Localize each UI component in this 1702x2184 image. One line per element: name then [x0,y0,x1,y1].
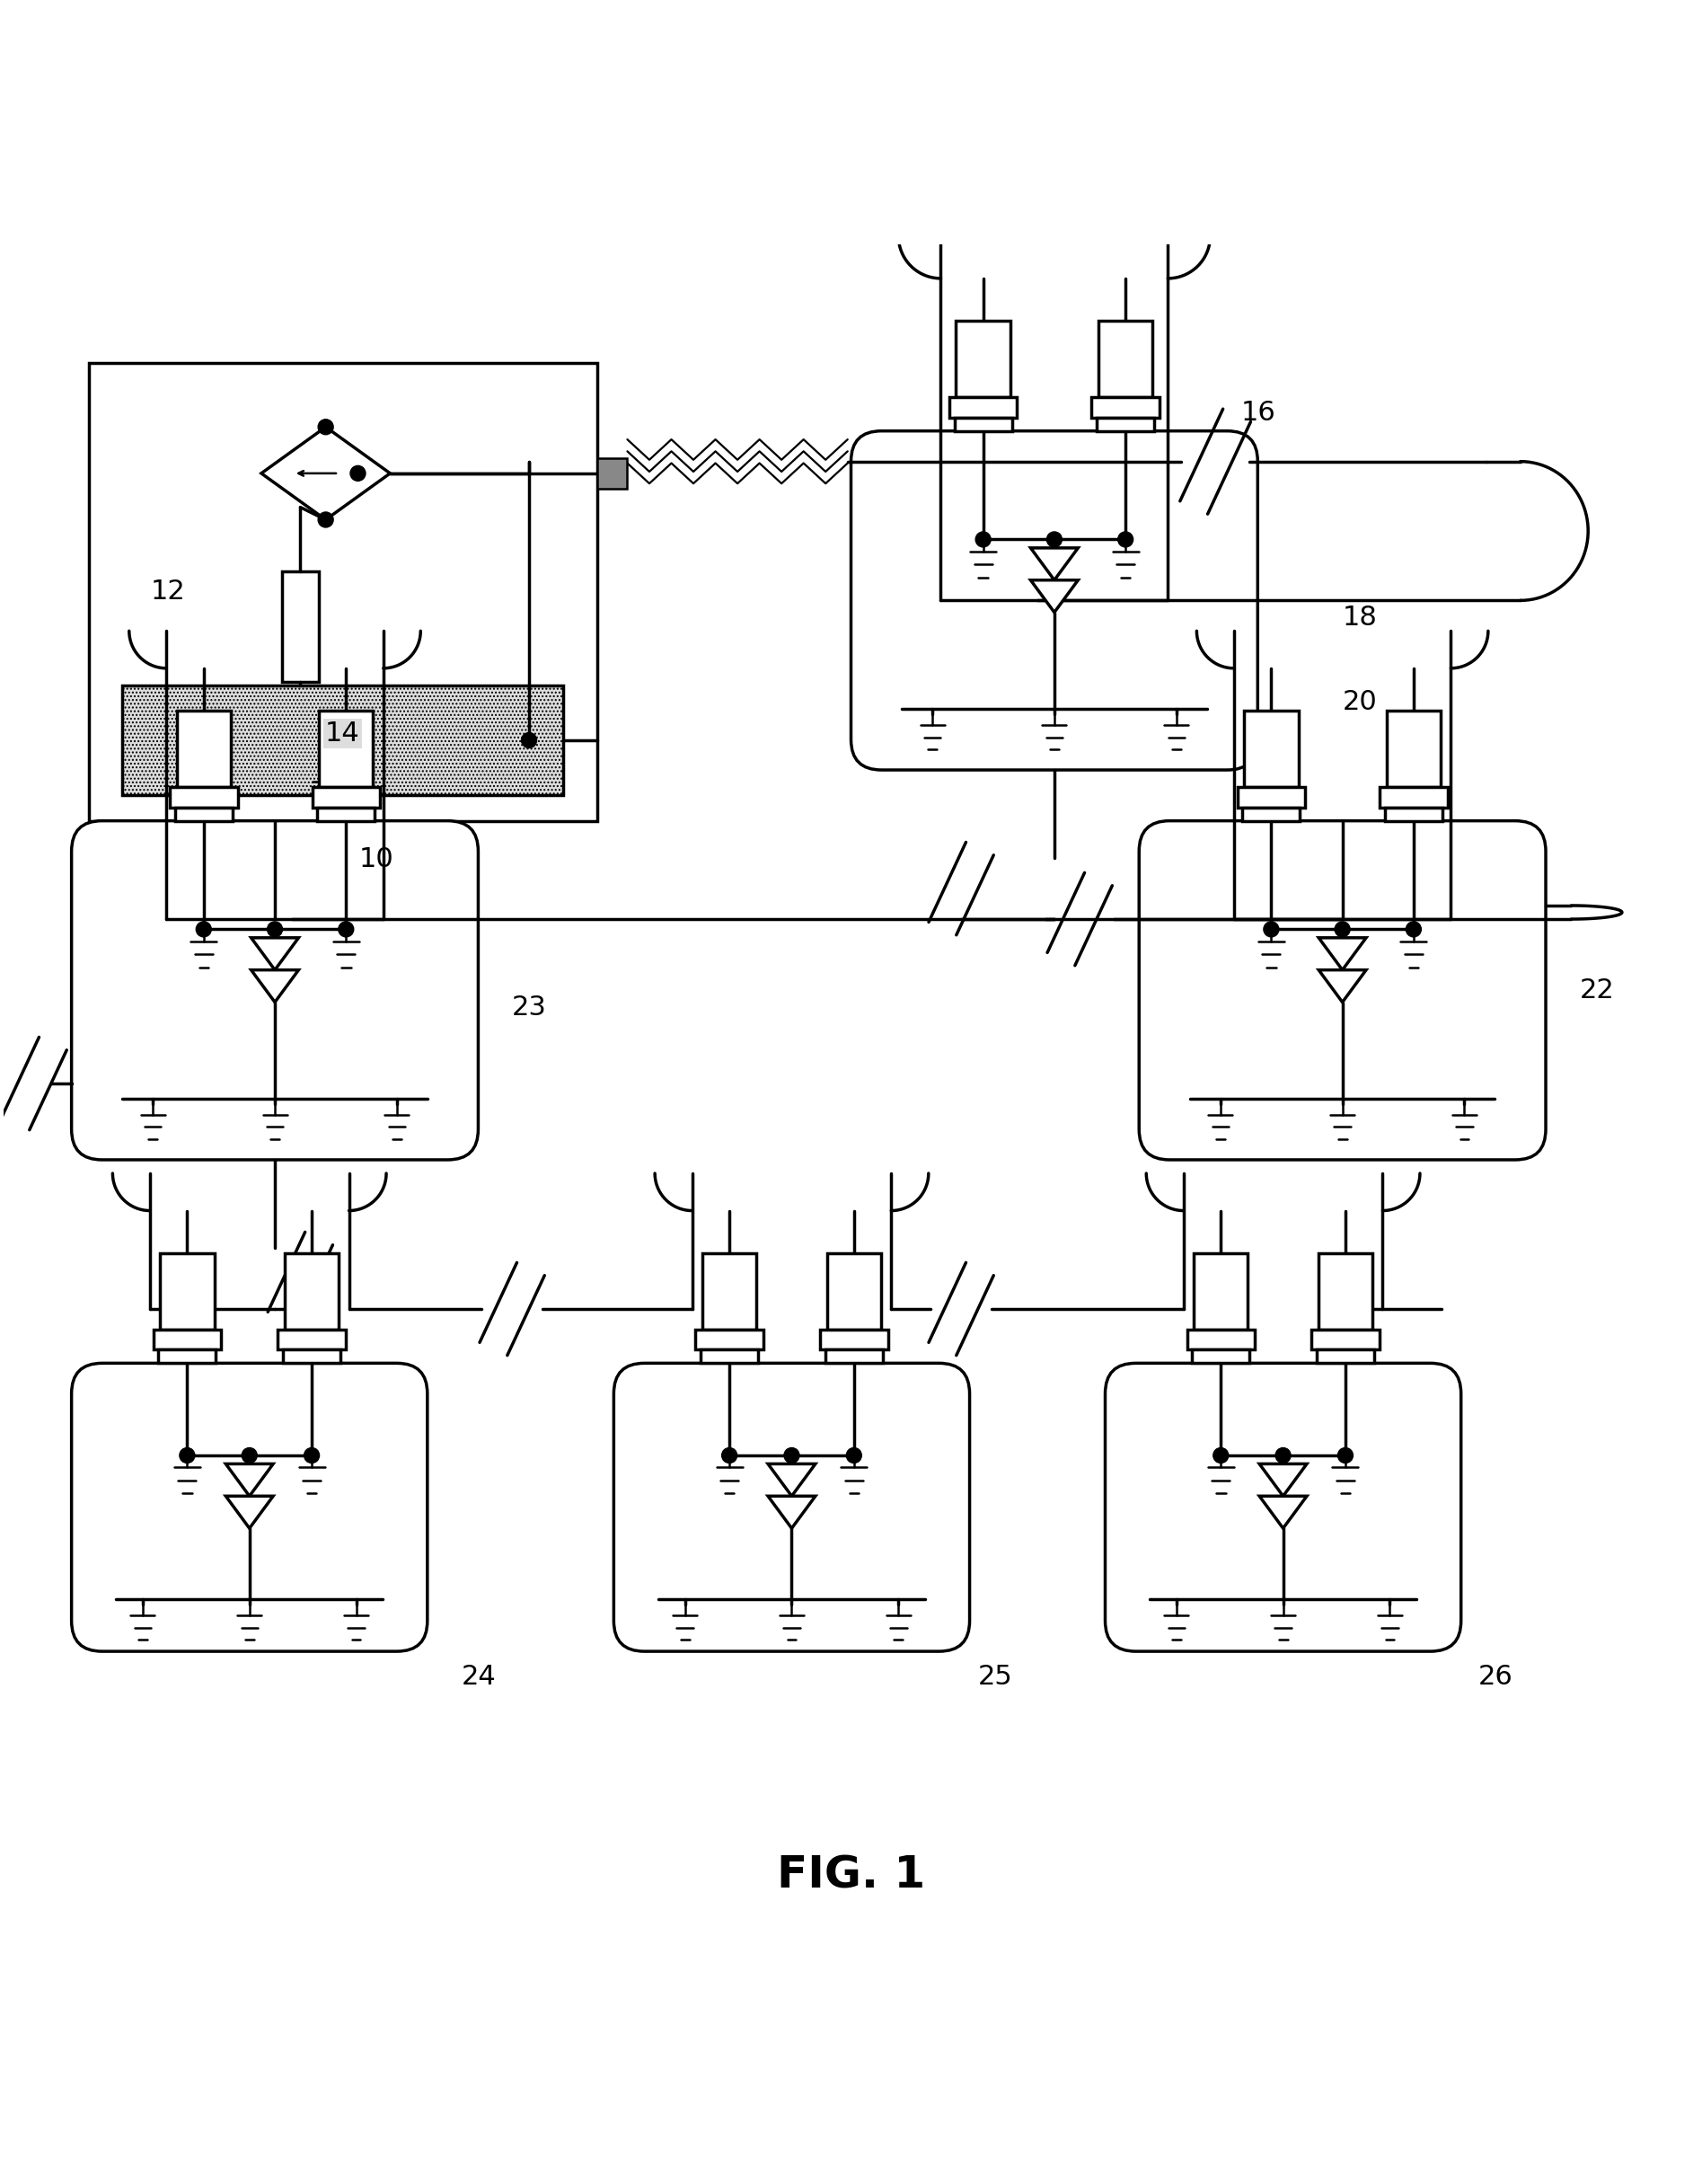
Bar [1312,1330,1379,1350]
Circle shape [785,1448,800,1463]
FancyBboxPatch shape [1105,1363,1460,1651]
Circle shape [1334,922,1350,937]
Polygon shape [768,1463,815,1496]
Circle shape [179,1448,194,1463]
Text: 14: 14 [325,721,361,747]
Bar [311,786,380,808]
Text: 23: 23 [512,994,546,1020]
Bar [318,710,373,786]
Polygon shape [1259,1496,1307,1529]
Bar [1319,1254,1372,1330]
Bar [284,1254,339,1330]
Polygon shape [1319,937,1367,970]
Bar [820,1330,888,1350]
Polygon shape [1031,548,1077,581]
Polygon shape [252,970,298,1002]
Polygon shape [226,1463,272,1496]
Circle shape [1275,1448,1290,1463]
Circle shape [242,1448,257,1463]
Bar [158,1350,216,1363]
Circle shape [1263,922,1278,937]
Bar [89,363,597,821]
Bar [177,710,231,786]
Polygon shape [252,937,298,970]
Bar [1244,710,1299,786]
Circle shape [351,465,366,480]
Circle shape [305,1448,320,1463]
Bar [1242,808,1300,821]
Polygon shape [1259,1463,1307,1496]
Circle shape [318,511,334,526]
FancyBboxPatch shape [71,821,478,1160]
Bar [1098,321,1152,397]
Polygon shape [768,1496,815,1529]
Text: 16: 16 [1241,400,1275,426]
Bar [825,1350,883,1363]
Bar [160,1254,214,1330]
Polygon shape [262,426,390,520]
Bar [1096,417,1154,430]
Bar [170,786,238,808]
Text: 24: 24 [461,1664,495,1690]
Bar [277,1330,346,1350]
Bar [1193,1254,1248,1330]
Bar [1191,1350,1249,1363]
Circle shape [975,533,991,546]
Bar [281,572,318,681]
Circle shape [318,419,334,435]
Text: 10: 10 [359,845,393,871]
Circle shape [196,922,211,937]
Text: 12: 12 [150,579,186,605]
Circle shape [339,922,354,937]
Bar [1380,786,1447,808]
Bar [950,397,1018,417]
Text: 25: 25 [979,1664,1013,1690]
Bar [153,1330,221,1350]
Bar [955,417,1013,430]
Text: 22: 22 [1579,976,1615,1002]
Bar [175,808,233,821]
Text: 20: 20 [1343,690,1377,714]
Polygon shape [226,1496,272,1529]
Bar [1186,1330,1254,1350]
Circle shape [1047,533,1062,546]
FancyBboxPatch shape [1139,821,1545,1160]
Bar [317,808,374,821]
Bar [701,1350,757,1363]
Text: 18: 18 [1343,605,1377,631]
Circle shape [267,922,283,937]
Bar [1091,397,1159,417]
Bar [696,1330,762,1350]
Bar [1385,808,1442,821]
Bar [123,686,563,795]
Polygon shape [1319,970,1367,1002]
Bar [1237,786,1305,808]
FancyBboxPatch shape [71,1363,427,1651]
Circle shape [1118,533,1134,546]
Circle shape [722,1448,737,1463]
Bar [827,1254,882,1330]
FancyBboxPatch shape [614,1363,970,1651]
FancyBboxPatch shape [851,430,1258,771]
Bar [597,459,628,489]
Circle shape [846,1448,861,1463]
Bar [957,321,1011,397]
Text: 26: 26 [1477,1664,1513,1690]
Bar [1387,710,1440,786]
Circle shape [521,732,536,747]
Bar [283,1350,340,1363]
Circle shape [1214,1448,1229,1463]
Polygon shape [1031,581,1077,612]
Bar [1317,1350,1374,1363]
Circle shape [1338,1448,1353,1463]
Text: FIG. 1: FIG. 1 [776,1854,926,1896]
Bar [703,1254,756,1330]
Circle shape [1406,922,1421,937]
